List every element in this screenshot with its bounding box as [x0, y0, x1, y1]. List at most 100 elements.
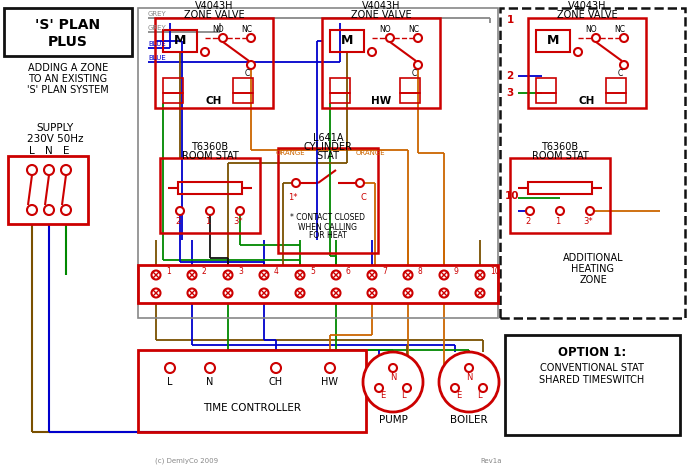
- Text: 2: 2: [175, 218, 181, 227]
- Bar: [138, 350, 366, 432]
- Text: E: E: [456, 392, 462, 401]
- Text: V4043H: V4043H: [568, 1, 607, 11]
- Text: L641A: L641A: [313, 133, 343, 143]
- Text: 2: 2: [202, 266, 207, 276]
- Text: M: M: [174, 35, 186, 47]
- Circle shape: [271, 363, 281, 373]
- Bar: [322, 18, 440, 108]
- Circle shape: [44, 165, 54, 175]
- Text: CH: CH: [579, 96, 595, 106]
- Bar: [4, 8, 132, 56]
- Circle shape: [475, 271, 484, 279]
- Text: 1: 1: [506, 15, 513, 25]
- Text: Rev1a: Rev1a: [480, 458, 502, 464]
- Circle shape: [27, 165, 37, 175]
- Text: TO AN EXISTING: TO AN EXISTING: [28, 74, 108, 84]
- Text: 1: 1: [166, 266, 170, 276]
- Bar: [606, 93, 626, 103]
- Text: 3: 3: [506, 88, 513, 98]
- Text: V4043H: V4043H: [362, 1, 400, 11]
- Text: N: N: [45, 146, 53, 156]
- Circle shape: [620, 61, 628, 69]
- Circle shape: [375, 384, 383, 392]
- Text: 1: 1: [206, 218, 210, 227]
- Circle shape: [201, 48, 209, 56]
- Text: E: E: [63, 146, 69, 156]
- Text: 230V 50Hz: 230V 50Hz: [27, 134, 83, 144]
- Text: ROOM STAT: ROOM STAT: [181, 151, 238, 161]
- Circle shape: [620, 34, 628, 42]
- Circle shape: [404, 288, 413, 298]
- Circle shape: [206, 207, 214, 215]
- Circle shape: [331, 288, 340, 298]
- Text: HEATING: HEATING: [571, 264, 615, 274]
- Circle shape: [592, 34, 600, 42]
- Circle shape: [439, 352, 499, 412]
- Text: NC: NC: [241, 25, 253, 35]
- Bar: [606, 78, 626, 93]
- Text: 'S' PLAN: 'S' PLAN: [35, 18, 101, 32]
- Circle shape: [479, 384, 487, 392]
- Text: M: M: [341, 35, 353, 47]
- Circle shape: [414, 34, 422, 42]
- Bar: [160, 158, 260, 233]
- Circle shape: [356, 179, 364, 187]
- Text: C: C: [411, 70, 417, 79]
- Text: * CONTACT CLOSED: * CONTACT CLOSED: [290, 213, 366, 222]
- Circle shape: [165, 363, 175, 373]
- Text: 'S' PLAN SYSTEM: 'S' PLAN SYSTEM: [27, 85, 109, 95]
- Text: NC: NC: [615, 25, 626, 35]
- Bar: [536, 93, 556, 103]
- Text: ORANGE: ORANGE: [355, 150, 385, 156]
- Circle shape: [236, 207, 244, 215]
- Text: OPTION 1:: OPTION 1:: [558, 346, 626, 359]
- Circle shape: [556, 207, 564, 215]
- Text: 1: 1: [555, 218, 560, 227]
- Text: 8: 8: [418, 266, 423, 276]
- Text: 10: 10: [505, 191, 520, 201]
- Text: L: L: [401, 392, 405, 401]
- Text: (c) DemiyCo 2009: (c) DemiyCo 2009: [155, 458, 218, 464]
- Text: CH: CH: [206, 96, 222, 106]
- Bar: [500, 8, 685, 318]
- Text: SHARED TIMESWITCH: SHARED TIMESWITCH: [540, 375, 644, 385]
- Circle shape: [331, 271, 340, 279]
- Circle shape: [465, 364, 473, 372]
- Bar: [178, 182, 242, 194]
- Text: L: L: [29, 146, 35, 156]
- Bar: [505, 335, 680, 435]
- Text: ORANGE: ORANGE: [275, 150, 305, 156]
- Text: GREY: GREY: [148, 25, 167, 31]
- Text: L: L: [167, 377, 172, 387]
- Circle shape: [219, 34, 227, 42]
- Bar: [233, 78, 253, 93]
- Text: CH: CH: [269, 377, 283, 387]
- Text: NC: NC: [408, 25, 420, 35]
- Circle shape: [292, 179, 300, 187]
- Circle shape: [176, 207, 184, 215]
- Text: ROOM STAT: ROOM STAT: [531, 151, 589, 161]
- Circle shape: [386, 34, 394, 42]
- Text: C: C: [618, 70, 622, 79]
- Text: 3*: 3*: [233, 218, 243, 227]
- Text: ADDITIONAL: ADDITIONAL: [562, 253, 623, 263]
- Circle shape: [188, 271, 197, 279]
- Bar: [163, 30, 197, 52]
- Bar: [536, 78, 556, 93]
- Text: C: C: [360, 193, 366, 203]
- Circle shape: [403, 384, 411, 392]
- Text: T6360B: T6360B: [542, 142, 578, 152]
- Text: BLUE: BLUE: [148, 55, 166, 61]
- Bar: [330, 78, 350, 93]
- Circle shape: [61, 165, 71, 175]
- Text: ZONE: ZONE: [579, 275, 607, 285]
- Circle shape: [224, 288, 233, 298]
- Circle shape: [440, 288, 449, 298]
- Circle shape: [574, 48, 582, 56]
- Circle shape: [259, 288, 268, 298]
- Bar: [138, 8, 498, 318]
- Text: 9: 9: [454, 266, 459, 276]
- Circle shape: [152, 271, 161, 279]
- Text: PLUS: PLUS: [48, 35, 88, 49]
- Text: 3*: 3*: [583, 218, 593, 227]
